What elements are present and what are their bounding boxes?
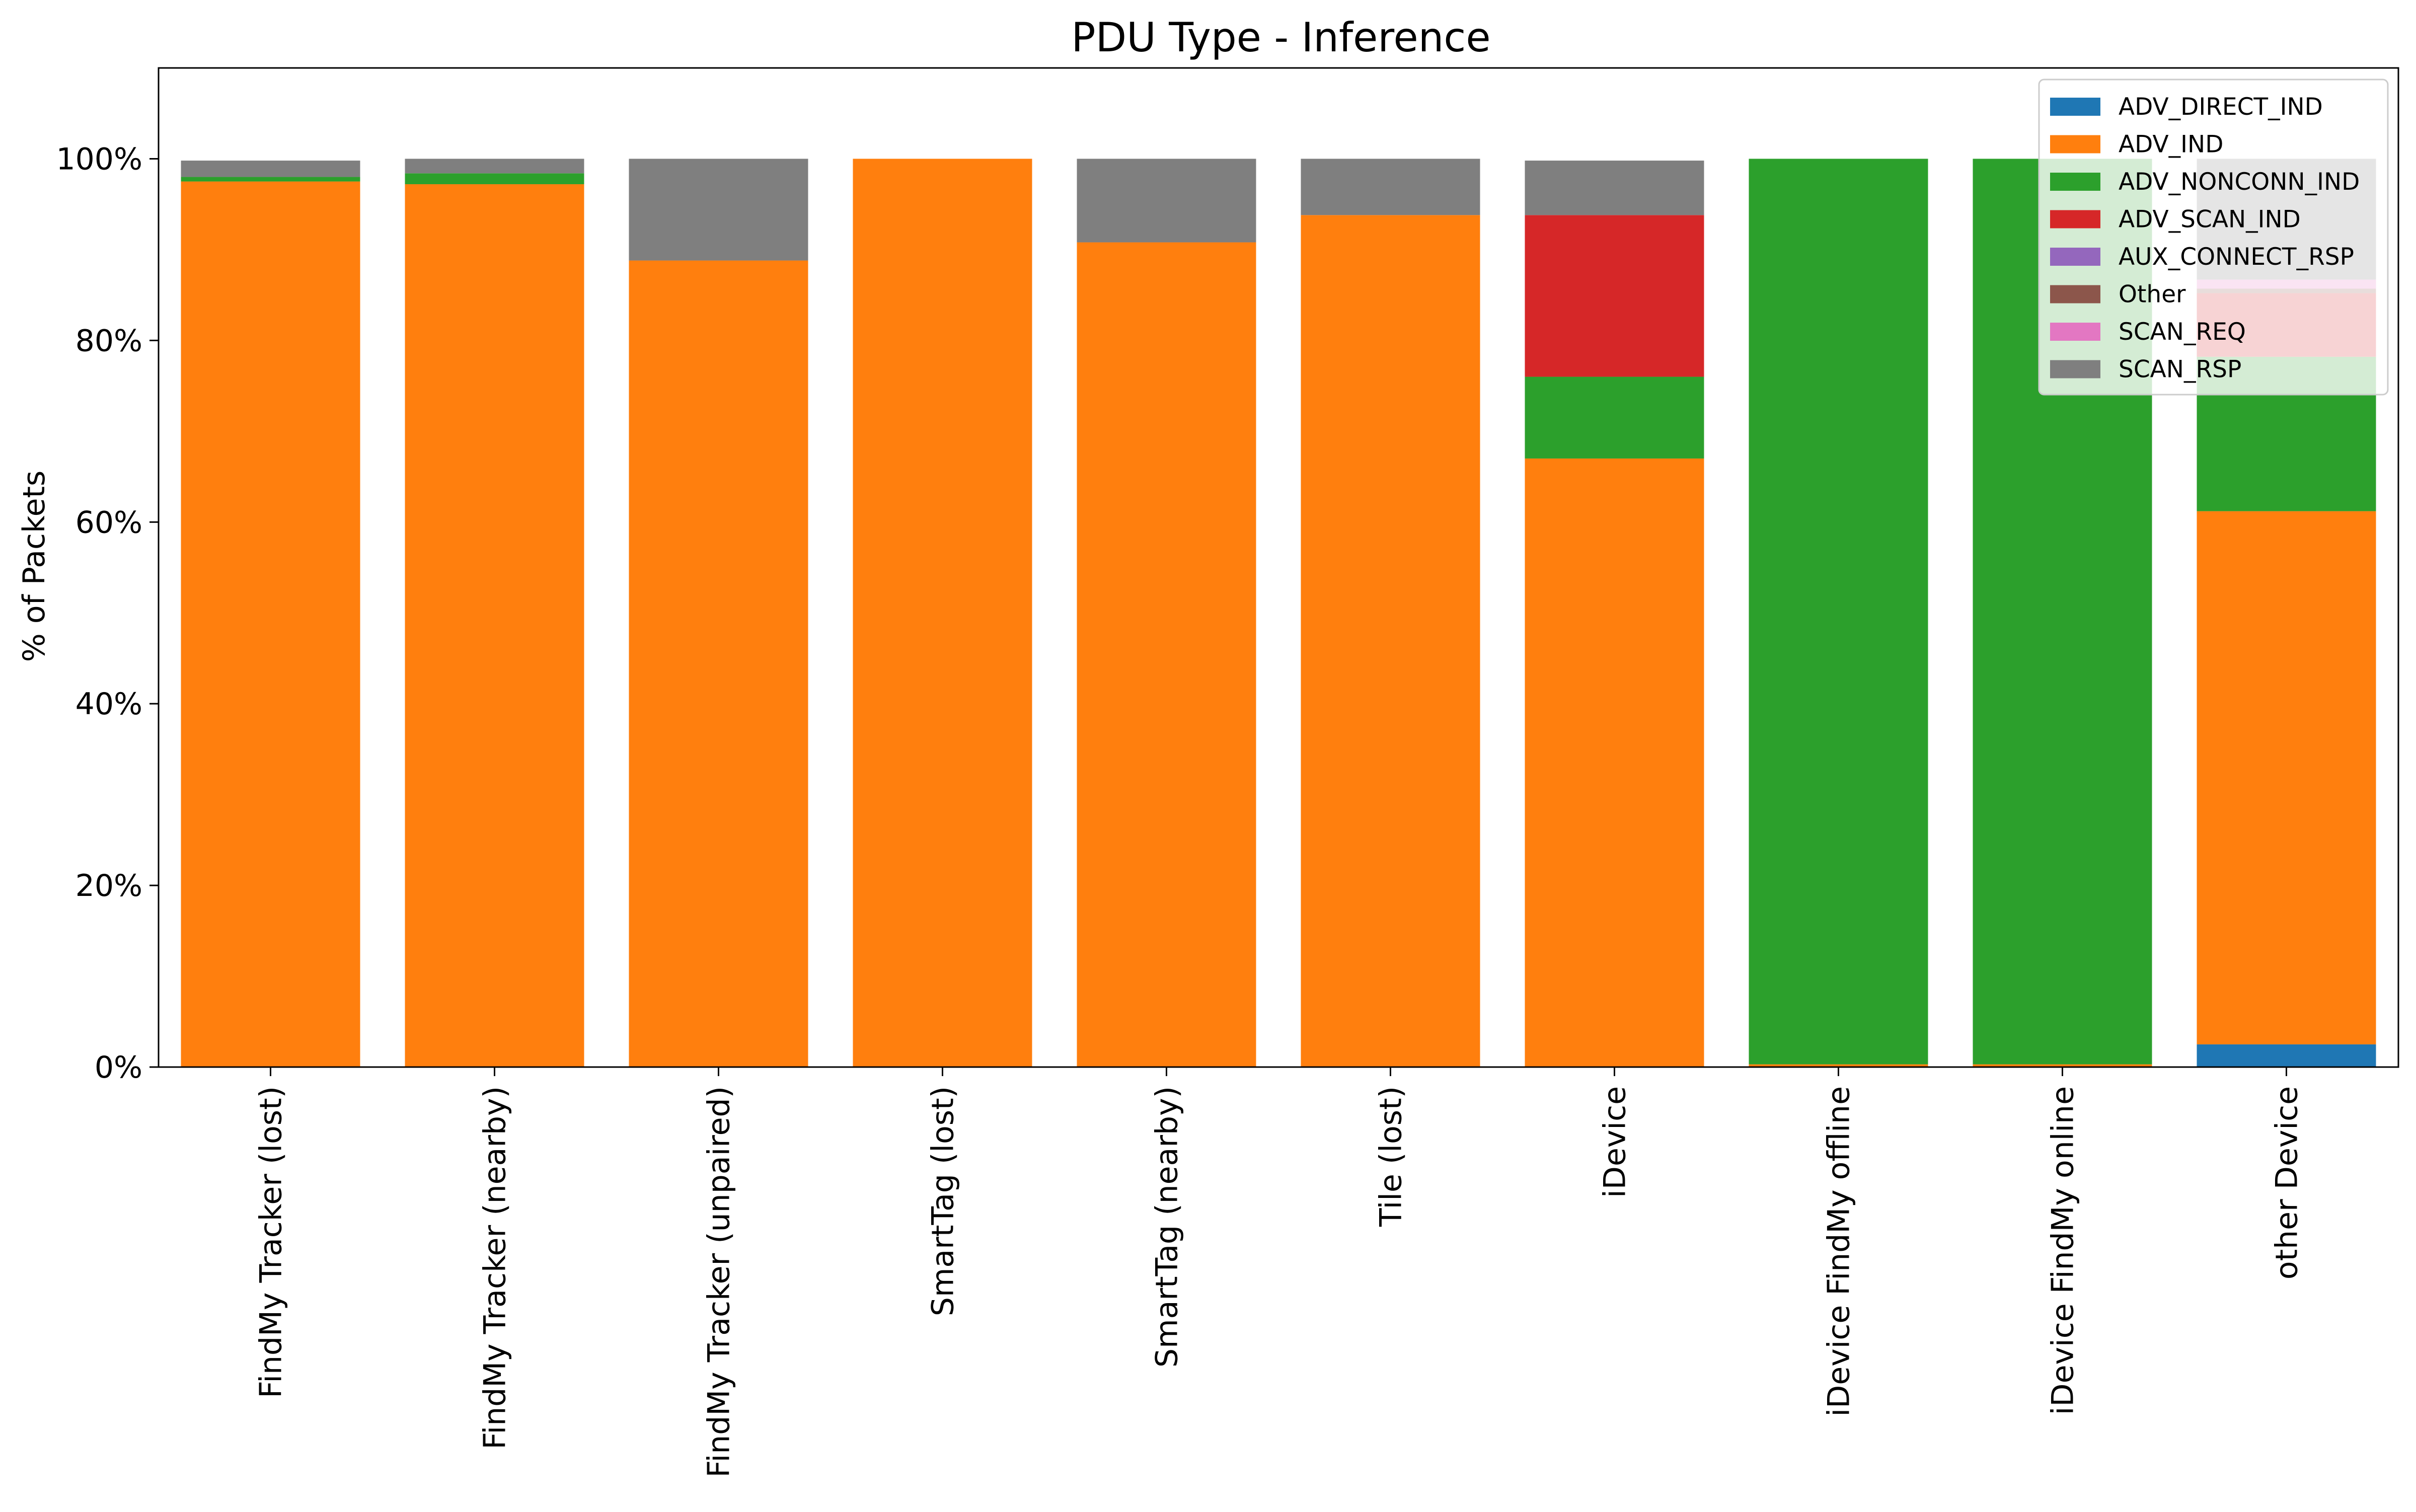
bar-segment xyxy=(405,173,584,184)
y-tick-label: 0% xyxy=(95,1050,142,1085)
bar-segment xyxy=(629,159,808,261)
bar-segment xyxy=(181,177,360,182)
legend-label: Other xyxy=(2119,281,2186,309)
bar-segment xyxy=(2197,1044,2376,1067)
bar-group xyxy=(853,159,1032,1068)
legend: ADV_DIRECT_IND ADV_IND ADV_NONCONN_IND ADV_… xyxy=(2038,79,2389,396)
bar-segment xyxy=(1077,159,1256,243)
y-tick-label: 20% xyxy=(76,868,142,903)
legend-swatch xyxy=(2050,210,2100,229)
bar-segment xyxy=(405,159,584,174)
bar-segment xyxy=(1973,1064,2152,1067)
x-tick-label: Tile (lost) xyxy=(1374,1086,1409,1227)
bar-segment xyxy=(1525,458,1704,1068)
axes-layer: 0% 20% 40% 60% 80% 100% FindMy Tracker (lost) F… xyxy=(56,67,2399,1478)
bar-segment xyxy=(1525,376,1704,459)
bar-segment xyxy=(181,161,360,177)
legend-swatch xyxy=(2050,173,2100,191)
bar-group xyxy=(405,159,584,1068)
legend-label: ADV_DIRECT_IND xyxy=(2119,93,2323,121)
legend-label: ADV_NONCONN_IND xyxy=(2119,168,2360,196)
bar-segment xyxy=(1301,215,1480,1068)
bar-group xyxy=(1525,161,1704,1068)
legend-label: ADV_SCAN_IND xyxy=(2119,206,2301,234)
plot-frame xyxy=(158,67,2399,1068)
bar-segment xyxy=(1749,159,1928,1065)
x-tick-label: iDevice FindMy online xyxy=(2046,1086,2081,1415)
bar-segment xyxy=(2197,511,2376,1044)
bar-group xyxy=(629,159,808,1067)
legend-swatch xyxy=(2050,248,2100,266)
legend-label: SCAN_REQ xyxy=(2119,318,2246,346)
bars-layer xyxy=(181,159,2376,1068)
y-tick-label: 60% xyxy=(76,505,142,540)
legend-swatch xyxy=(2050,98,2100,116)
x-tick-label: FindMy Tracker (nearby) xyxy=(478,1086,513,1450)
x-tick-label: iDevice FindMy offline xyxy=(1822,1086,1857,1417)
bar-segment xyxy=(1077,242,1256,1068)
legend-label: SCAN_RSP xyxy=(2119,356,2241,384)
bar-group xyxy=(1077,159,1256,1068)
legend-label: AUX_CONNECT_RSP xyxy=(2119,243,2354,271)
bar-segment xyxy=(1749,1064,1928,1067)
x-tick-label: FindMy Tracker (lost) xyxy=(254,1086,289,1398)
x-tick-label: SmartTag (nearby) xyxy=(1150,1086,1185,1368)
y-tick-label: 100% xyxy=(56,141,142,177)
x-tick-label: other Device xyxy=(2270,1086,2305,1279)
x-tick-label: FindMy Tracker (unpaired) xyxy=(702,1086,737,1478)
x-tick-label: iDevice xyxy=(1598,1086,1633,1198)
bar-segment xyxy=(181,181,360,1067)
bar-segment xyxy=(1525,215,1704,377)
y-axis-label: % of Packets xyxy=(17,471,52,662)
y-tick-label: 40% xyxy=(76,687,142,722)
legend-swatch xyxy=(2050,360,2100,379)
x-tick-label: SmartTag (lost) xyxy=(926,1086,961,1316)
legend-swatch xyxy=(2050,323,2100,341)
bar-segment xyxy=(405,184,584,1068)
chart-title: PDU Type - Inference xyxy=(1071,14,1490,61)
y-tick-label: 80% xyxy=(76,323,142,358)
bar-segment xyxy=(1525,161,1704,215)
bar-segment xyxy=(1301,159,1480,215)
legend-swatch xyxy=(2050,135,2100,154)
bar-group xyxy=(1749,159,1928,1067)
bar-segment xyxy=(629,260,808,1067)
legend-swatch xyxy=(2050,285,2100,304)
bar-group xyxy=(181,161,360,1067)
bar-segment xyxy=(853,159,1032,1068)
legend-box xyxy=(2038,79,2389,396)
legend-label: ADV_IND xyxy=(2119,131,2223,159)
bar-group xyxy=(1301,159,1480,1068)
